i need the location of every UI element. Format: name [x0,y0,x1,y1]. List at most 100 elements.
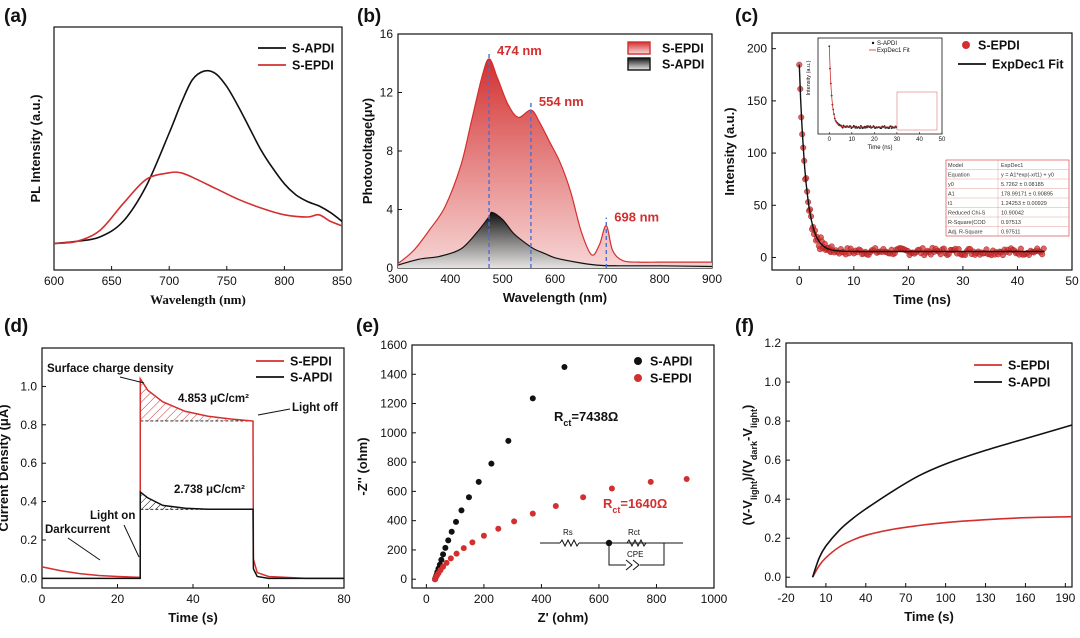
data-point-s-epdi [460,545,467,552]
panel-label: (f) [735,316,754,337]
x-tick-label: 400 [531,592,551,606]
table-cell-value: ExpDec1 [1001,163,1023,169]
panel-f-frame [785,342,1073,588]
data-point-s-epdi [495,525,502,532]
y-tick-label: 400 [387,514,407,528]
series-line-s-epdi [811,515,1073,578]
y-tick-label: 1200 [380,397,407,411]
panel-a-frame [53,26,343,271]
circuit-label-cpe: CPE [627,550,643,559]
x-tick-label: 850 [332,274,352,288]
inset-x-tick-label: 0 [828,137,832,143]
y-tick-label: 50 [754,198,768,212]
panel-c-frame [771,32,1073,271]
y-tick-label: 200 [747,42,767,56]
y-tick-label: 0 [760,250,767,264]
x-tick-label: 50 [1065,274,1079,288]
series-area-s-epdi [398,58,712,269]
y-tick-label: 0.2 [764,531,781,545]
inset-data-point [880,127,883,130]
x-axis-label: Time (ns) [893,292,951,307]
x-tick-label: 10 [819,591,833,605]
legend-label: S-EPDI [650,372,692,386]
inset-data-point [859,127,861,130]
annotation-surface-charge: Surface charge density [47,363,174,375]
data-point-s-epdi [440,563,447,570]
data-point-s-apdi [561,363,568,370]
y-tick-label: 0.0 [764,570,781,584]
data-point-s-apdi [458,507,465,514]
x-axis-label: Wavelength (nm) [150,292,246,307]
table-cell-value: 178.99171 ± 0.90895 [1001,192,1053,198]
series-line-s-apdi [811,424,1073,578]
data-point-s-apdi [465,494,472,501]
panel-d: 0 20 40 60 80 0.0 0.2 0.4 0.6 0.8 1.0 Time (s) Curre… [0,347,351,625]
inset-x-tick-label: 10 [848,137,855,143]
x-tick-label: 1000 [701,592,728,606]
panel-label: (e) [356,316,379,337]
circuit-label-rct: Rct [628,528,641,537]
data-point-s-apdi [440,551,447,558]
x-tick-label: 600 [545,272,565,286]
x-tick-label: 20 [111,592,125,606]
x-tick-label: 80 [337,592,351,606]
legend-marker [962,41,970,49]
data-point-s-epdi [469,539,476,546]
y-tick-label: 150 [747,94,767,108]
x-tick-label: 70 [899,591,913,605]
y-tick-label: 16 [380,27,394,41]
series-line-s-apdi [42,490,344,580]
series-line-s-apdi [397,211,713,268]
fit-parameter-table: Model ExpDec1 Equation y = A1*exp(-x/t1) + … [945,159,1070,237]
data-point-s-epdi [511,518,518,525]
legend-label: S-APDI [290,371,332,385]
y-tick-label: 0 [386,261,393,275]
circuit-wire [640,543,665,566]
data-point-s-apdi [445,537,452,544]
inset-data-point [890,127,893,130]
x-tick-label: 40 [1011,274,1025,288]
y-tick-label: 1000 [380,426,407,440]
x-tick-label: 700 [597,272,617,286]
table-cell-value: 0.97511 [1001,230,1020,236]
annotation-charge-epdi: 4.853 μC/cm² [178,393,249,405]
panel-e-frame [411,344,715,589]
data-point-s-epdi [443,559,450,566]
panel-label: (b) [357,6,381,27]
data-point [1040,245,1047,252]
table-cell-key: A1 [948,192,955,198]
inset-legend-marker [871,41,875,45]
legend-label: S-APDI [1008,376,1050,390]
y-axis-label: -Z'' (ohm) [355,437,370,495]
table-cell-key: Adj. R-Square [948,230,983,236]
table-cell-key: Reduced Chi-S [948,211,986,217]
data-point-s-epdi [580,494,587,501]
annotation-light-on: Light on [90,510,135,522]
panel-label: (d) [4,316,28,337]
x-tick-label: 0 [796,274,803,288]
inset-data-point [828,45,831,48]
y-tick-label: 1600 [380,338,407,352]
inset-data-point [889,125,892,128]
data-point-s-epdi [453,550,460,557]
panel-b: 300 400 500 600 700 800 900 0 4 8 12 16 Wavelength (… [360,27,722,305]
inset-legend-label: ExpDec1 Fit [877,48,910,54]
panel-a: 600 650 700 750 800 850 Wavelength (nm) PL Inte… [28,26,352,307]
data-point-s-epdi [683,475,690,482]
annotation-arrow [257,408,291,416]
inset-x-tick-label: 50 [939,137,946,143]
y-tick-label: 0.8 [764,414,781,428]
inset-data-point [883,125,886,127]
y-tick-label: 0.8 [20,418,37,432]
y-tick-label: 200 [387,543,407,557]
data-point-s-apdi [529,395,536,402]
y-tick-label: 0 [400,572,407,586]
annotation-rct-apdi: Rct=7438Ω [554,409,618,428]
annotation-arrow [119,376,145,384]
series-line-s-epdi [53,171,343,245]
peak-label: 554 nm [539,94,584,109]
x-tick-label: 130 [976,591,996,605]
resistor-rs [559,538,580,548]
x-tick-label: 10 [847,274,861,288]
